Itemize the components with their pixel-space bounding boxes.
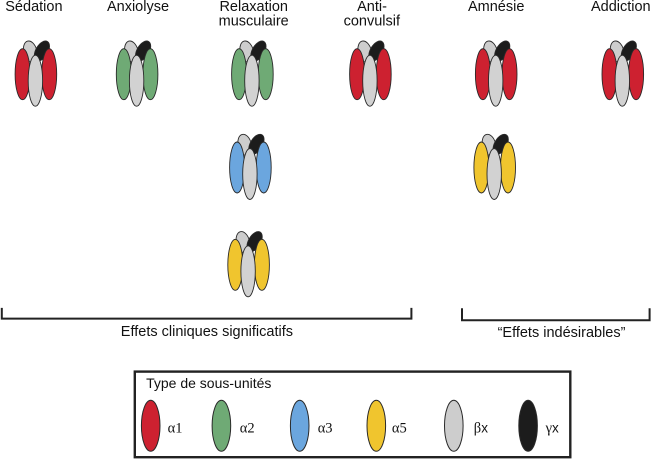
svg-text:α5: α5 <box>392 421 407 437</box>
svg-text:“Effets indésirables”: “Effets indésirables” <box>498 325 626 341</box>
svg-text:Addiction: Addiction <box>591 0 651 15</box>
svg-text:βx: βx <box>474 421 488 437</box>
svg-text:Sédation: Sédation <box>5 0 62 15</box>
svg-text:α3: α3 <box>318 421 333 437</box>
svg-text:α1: α1 <box>168 421 183 437</box>
svg-text:Anxiolyse: Anxiolyse <box>107 0 169 15</box>
svg-text:convulsif: convulsif <box>344 13 401 29</box>
svg-text:α2: α2 <box>240 421 255 437</box>
svg-text:Anti-: Anti- <box>357 0 387 15</box>
svg-text:Effets cliniques significatifs: Effets cliniques significatifs <box>121 324 293 340</box>
svg-text:Relaxation: Relaxation <box>219 0 288 15</box>
svg-text:musculaire: musculaire <box>219 13 289 29</box>
svg-text:Type de sous-unités: Type de sous-unités <box>146 375 271 391</box>
svg-text:Amnésie: Amnésie <box>468 0 524 15</box>
svg-text:γx: γx <box>545 421 559 437</box>
